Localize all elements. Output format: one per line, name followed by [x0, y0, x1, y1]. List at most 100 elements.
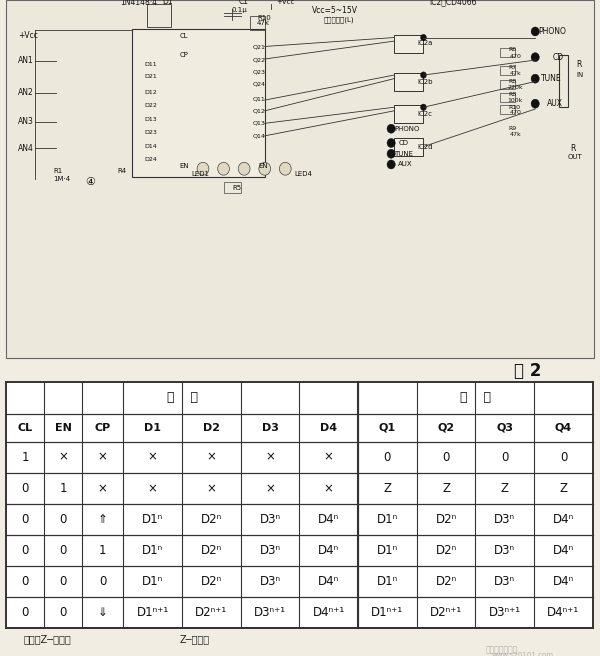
Text: D4ⁿ: D4ⁿ [553, 544, 574, 557]
Text: 470: 470 [510, 110, 522, 115]
Text: IC2c: IC2c [418, 112, 433, 117]
Text: 0: 0 [560, 451, 567, 464]
Text: D4ⁿ: D4ⁿ [318, 544, 340, 557]
Text: LED1: LED1 [191, 171, 209, 178]
Text: IC2b: IC2b [418, 79, 433, 85]
Text: 0: 0 [501, 451, 508, 464]
Text: D3ⁿ: D3ⁿ [494, 513, 515, 526]
Text: D22: D22 [144, 103, 157, 108]
Text: CP: CP [179, 52, 188, 58]
Text: D1ⁿ: D1ⁿ [142, 513, 163, 526]
Circle shape [421, 104, 427, 110]
Text: D11: D11 [144, 62, 157, 67]
Text: ⇑: ⇑ [98, 513, 108, 526]
Text: 1: 1 [59, 482, 67, 495]
Text: CL: CL [17, 423, 32, 433]
Text: TUNE: TUNE [541, 74, 562, 83]
Text: CD: CD [399, 140, 409, 146]
Text: D1: D1 [162, 0, 172, 7]
Text: ×: × [98, 451, 108, 464]
Text: Q13: Q13 [253, 121, 266, 126]
Text: 0: 0 [59, 575, 67, 588]
Text: D21: D21 [144, 74, 157, 79]
Text: LED4: LED4 [294, 171, 312, 178]
Bar [500, 66, 515, 75]
Text: D13: D13 [144, 117, 157, 122]
Text: ×: × [148, 451, 158, 464]
Text: D4ⁿ⁺¹: D4ⁿ⁺¹ [313, 606, 345, 619]
Text: 0: 0 [22, 513, 29, 526]
Circle shape [259, 162, 271, 175]
Text: R8: R8 [509, 79, 517, 84]
Text: AN4: AN4 [18, 144, 34, 153]
Text: 1: 1 [99, 544, 107, 557]
Bar [224, 182, 241, 193]
Circle shape [531, 27, 539, 36]
Bar [500, 93, 515, 102]
Text: 0: 0 [22, 575, 29, 588]
Text: 输    入: 输 入 [167, 392, 197, 404]
Text: Z─任意态: Z─任意态 [180, 634, 210, 645]
Text: ×: × [206, 451, 217, 464]
Text: D14: D14 [144, 144, 157, 149]
Text: D3ⁿ⁺¹: D3ⁿ⁺¹ [489, 606, 521, 619]
Text: AUX: AUX [398, 161, 412, 167]
Text: R5: R5 [232, 185, 242, 191]
Bar [394, 106, 424, 123]
Text: ×: × [265, 482, 275, 495]
Circle shape [387, 124, 395, 133]
Text: C1: C1 [238, 0, 248, 7]
Circle shape [197, 162, 209, 175]
Text: 家电维修资料网: 家电维修资料网 [486, 645, 518, 654]
Text: D4ⁿ: D4ⁿ [553, 513, 574, 526]
Text: 输    出: 输 出 [460, 392, 491, 404]
Text: R10: R10 [257, 15, 271, 21]
Text: D2ⁿ⁺¹: D2ⁿ⁺¹ [195, 606, 227, 619]
Text: R9: R9 [509, 126, 517, 131]
Text: D2ⁿ⁺¹: D2ⁿ⁺¹ [430, 606, 462, 619]
Text: D3: D3 [262, 423, 278, 433]
Text: Q14: Q14 [253, 133, 266, 138]
Text: Q22: Q22 [253, 58, 266, 62]
Text: 47k: 47k [257, 20, 270, 26]
Text: R1: R1 [53, 168, 62, 174]
Text: Q2: Q2 [437, 423, 455, 433]
Text: R4: R4 [118, 168, 127, 174]
Text: R7: R7 [509, 65, 517, 70]
Text: D4ⁿ: D4ⁿ [318, 513, 340, 526]
Text: D12: D12 [144, 91, 157, 96]
Text: D4ⁿ⁺¹: D4ⁿ⁺¹ [547, 606, 580, 619]
Text: Z: Z [442, 482, 450, 495]
Text: ④: ④ [85, 177, 95, 188]
Circle shape [238, 162, 250, 175]
Text: 1: 1 [22, 451, 29, 464]
Text: ×: × [148, 482, 158, 495]
Text: AN2: AN2 [18, 89, 34, 98]
Text: D3ⁿ: D3ⁿ [259, 513, 281, 526]
Text: EN: EN [55, 423, 71, 433]
Text: TUNE: TUNE [394, 151, 413, 157]
Circle shape [531, 99, 539, 108]
Text: Z: Z [559, 482, 568, 495]
Text: IC2a: IC2a [418, 40, 433, 46]
Text: D4ⁿ: D4ⁿ [553, 575, 574, 588]
Circle shape [387, 149, 395, 158]
Text: IC2d: IC2d [418, 144, 433, 150]
Text: 0: 0 [99, 575, 107, 588]
Text: +Vcc: +Vcc [277, 0, 295, 5]
Text: D1ⁿ: D1ⁿ [377, 544, 398, 557]
Text: 0: 0 [384, 451, 391, 464]
Text: ⇓: ⇓ [98, 606, 108, 619]
Text: D24: D24 [144, 157, 157, 161]
Text: ×: × [98, 482, 108, 495]
Text: 表 2: 表 2 [514, 362, 542, 380]
Text: CD: CD [553, 52, 564, 62]
Text: Q3: Q3 [496, 423, 513, 433]
Text: EN: EN [179, 163, 189, 169]
Text: AN1: AN1 [18, 56, 34, 66]
Text: Z: Z [501, 482, 509, 495]
Bar [500, 106, 515, 114]
Text: 0: 0 [59, 544, 67, 557]
Text: D3ⁿ: D3ⁿ [259, 544, 281, 557]
Text: Q4: Q4 [555, 423, 572, 433]
